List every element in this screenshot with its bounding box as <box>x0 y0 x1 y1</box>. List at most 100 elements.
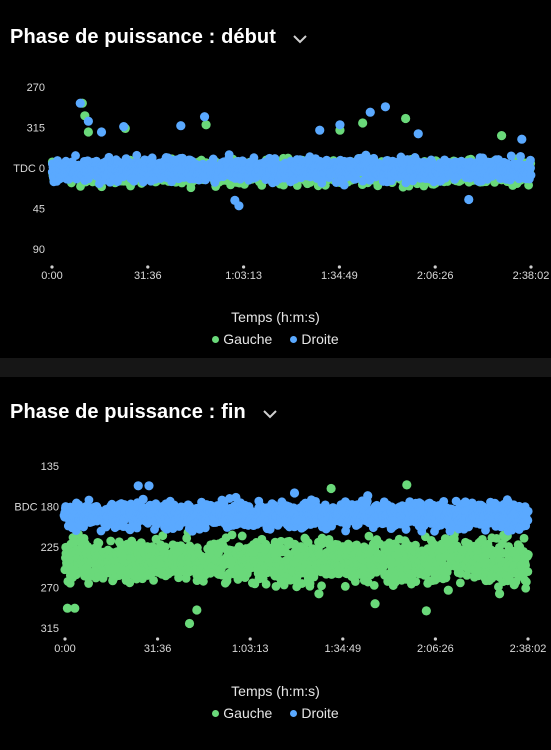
series-droite <box>47 98 536 211</box>
data-point <box>303 538 313 547</box>
y-tick-label: 135 <box>41 461 59 473</box>
card-title: Phase de puissance : début <box>10 26 277 48</box>
chart-legend: Gauche Droite <box>0 331 551 347</box>
x-tick-label: 1:03:13 <box>225 270 262 282</box>
data-point-outlier <box>176 121 186 131</box>
legend-item-gauche[interactable]: Gauche <box>212 331 272 347</box>
x-tick-mark <box>433 637 437 641</box>
series-droite <box>59 481 533 536</box>
data-point-outlier <box>83 116 93 126</box>
data-point <box>519 533 529 543</box>
data-point <box>305 579 315 588</box>
data-point <box>506 151 516 161</box>
data-point-outlier <box>201 120 211 130</box>
power-phase-end-card: Phase de puissance : fin 135 BDC 180 225 27… <box>0 377 551 750</box>
data-point-outlier <box>358 118 368 128</box>
data-point-outlier <box>62 603 73 613</box>
y-tick-label: 225 <box>41 542 59 554</box>
y-tick-label: TDC 0 <box>13 163 45 175</box>
x-tick-label: 1:34:49 <box>324 643 361 655</box>
data-point-outlier <box>192 605 202 615</box>
data-point <box>237 531 247 541</box>
y-tick-label: 270 <box>27 82 45 94</box>
legend-label: Droite <box>301 331 339 347</box>
data-point-outlier <box>70 603 80 613</box>
data-point <box>492 534 501 543</box>
data-point-outlier <box>401 113 411 124</box>
data-point <box>340 581 350 591</box>
data-point <box>526 170 536 180</box>
card-header[interactable]: Phase de puissance : fin <box>10 401 278 424</box>
data-point <box>74 500 84 510</box>
data-point-outlier <box>335 120 345 130</box>
legend-dot-gauche <box>212 335 220 343</box>
data-point-outlier <box>315 125 325 135</box>
data-point-outlier <box>464 194 474 205</box>
data-point <box>350 577 360 586</box>
data-point <box>125 578 135 588</box>
y-tick-label: 315 <box>41 623 59 635</box>
data-point-outlier <box>509 580 519 590</box>
data-point <box>200 523 210 533</box>
data-point <box>449 534 459 544</box>
data-point-outlier <box>199 112 210 122</box>
x-tick-label: 0:00 <box>54 643 75 655</box>
x-tick-mark <box>433 265 437 269</box>
data-point <box>297 579 307 588</box>
data-point <box>261 579 271 589</box>
legend-dot-droite <box>290 335 298 343</box>
x-tick-label: 1:34:49 <box>321 270 358 282</box>
data-point <box>84 495 94 505</box>
x-tick-label: 2:06:26 <box>417 270 454 282</box>
data-point-outlier <box>494 589 505 599</box>
data-point-outlier <box>314 589 324 599</box>
x-tick-mark <box>529 265 533 269</box>
y-tick-label: 315 <box>27 123 45 135</box>
data-point-outlier <box>75 98 85 108</box>
data-point <box>94 538 104 548</box>
chevron-down-icon[interactable] <box>292 32 308 44</box>
x-tick-label: 31:36 <box>144 643 172 655</box>
data-point-outlier <box>421 606 431 616</box>
data-point-outlier <box>96 127 107 137</box>
data-point-outlier <box>119 122 129 132</box>
data-point-outlier <box>370 599 380 609</box>
x-tick-mark <box>242 265 246 269</box>
card-header[interactable]: Phase de puissance : début <box>10 26 308 49</box>
data-point <box>516 151 525 161</box>
data-point-outlier <box>365 107 375 117</box>
data-point-outlier <box>413 129 423 139</box>
data-point-outlier <box>517 134 527 144</box>
x-tick-mark <box>63 637 67 641</box>
power-phase-start-card: Phase de puissance : début 270 315 TDC 0 45… <box>0 0 551 358</box>
data-point <box>158 531 168 541</box>
data-point <box>358 176 368 186</box>
data-point <box>521 583 531 593</box>
data-point <box>149 575 158 585</box>
data-point-outlier <box>402 480 412 490</box>
data-point <box>224 150 234 160</box>
y-tick-label: 270 <box>41 583 59 595</box>
data-point-outlier <box>234 201 244 211</box>
x-tick-mark <box>341 637 345 641</box>
data-point <box>523 552 532 561</box>
data-point <box>227 530 237 540</box>
data-point-outlier <box>83 127 93 137</box>
y-tick-label: 90 <box>33 244 45 256</box>
card-title: Phase de puissance : fin <box>10 401 246 423</box>
chevron-down-icon[interactable] <box>262 407 278 419</box>
data-point <box>276 536 286 546</box>
x-tick-label: 31:36 <box>134 270 162 282</box>
x-tick-label: 1:03:13 <box>232 643 269 655</box>
legend-item-droite[interactable]: Droite <box>290 331 339 347</box>
x-tick-mark <box>337 265 341 269</box>
data-point <box>455 578 465 588</box>
legend-label: Gauche <box>223 331 273 347</box>
data-point-outlier <box>184 618 195 629</box>
data-point <box>369 580 379 590</box>
data-point <box>84 579 94 588</box>
data-point-outlier <box>443 585 453 595</box>
x-tick-label: 2:38:02 <box>513 270 550 282</box>
data-point-outlier <box>496 131 507 141</box>
